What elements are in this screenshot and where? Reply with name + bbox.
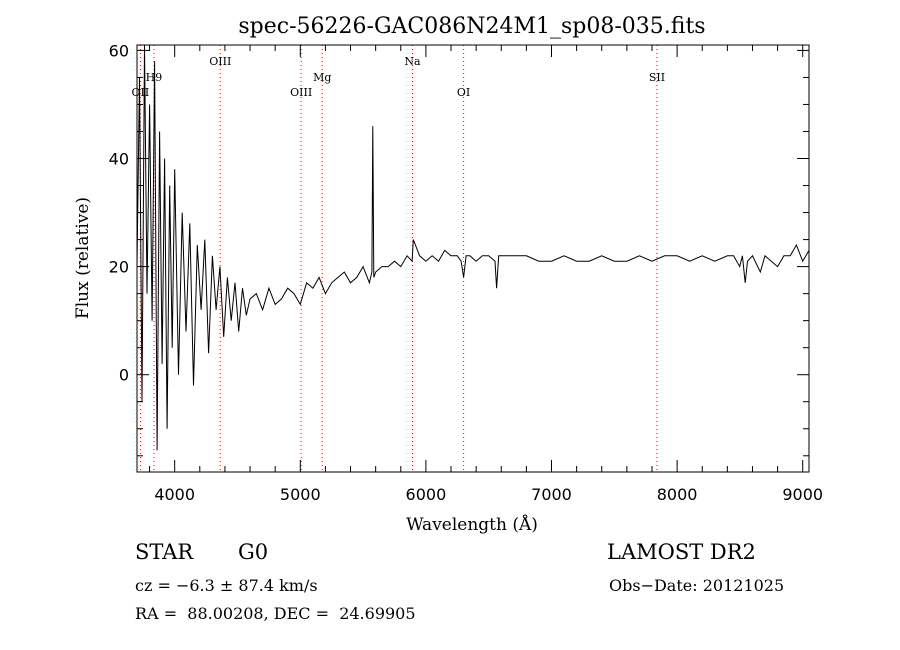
x-tick-label: 5000 — [280, 485, 321, 504]
line-marker-label: OII — [132, 86, 150, 99]
x-axis-ticks: 4000 5000 6000 7000 8000 9000 — [149, 45, 823, 504]
x-tick-label: 4000 — [154, 485, 195, 504]
x-axis-label: Wavelength (Å) — [406, 514, 538, 535]
chart-title: spec-56226-GAC086N24M1_sp08-035.fits — [238, 14, 705, 39]
y-tick-label: 60 — [109, 41, 129, 60]
object-class: STAR — [135, 540, 194, 564]
line-marker-label: Na — [404, 55, 421, 68]
y-tick-label: 40 — [109, 150, 129, 169]
line-marker-label: SII — [649, 71, 665, 84]
object-subclass: G0 — [238, 540, 269, 564]
spectrum-line — [136, 44, 810, 451]
line-marker-label: OI — [457, 86, 470, 99]
x-tick-label: 6000 — [406, 485, 447, 504]
y-axis-label: Flux (relative) — [73, 197, 93, 319]
y-tick-label: 0 — [119, 366, 129, 385]
x-tick-label: 8000 — [657, 485, 698, 504]
line-marker-label: OIII — [209, 55, 231, 68]
y-axis-ticks: 0 20 40 60 — [109, 41, 809, 457]
observation-date: Obs−Date: 20121025 — [609, 576, 785, 595]
x-tick-label: 9000 — [782, 485, 823, 504]
line-marker-label: OIII — [290, 86, 312, 99]
line-marker-label: Mg — [313, 71, 331, 84]
x-tick-label: 7000 — [531, 485, 572, 504]
y-tick-label: 20 — [109, 258, 129, 277]
redshift-velocity: cz = −6.3 ± 87.4 km/s — [135, 576, 318, 595]
survey-name: LAMOST DR2 — [607, 540, 756, 564]
ra-dec-coordinates: RA = 88.00208, DEC = 24.69905 — [135, 604, 416, 623]
plot-frame — [136, 44, 810, 473]
